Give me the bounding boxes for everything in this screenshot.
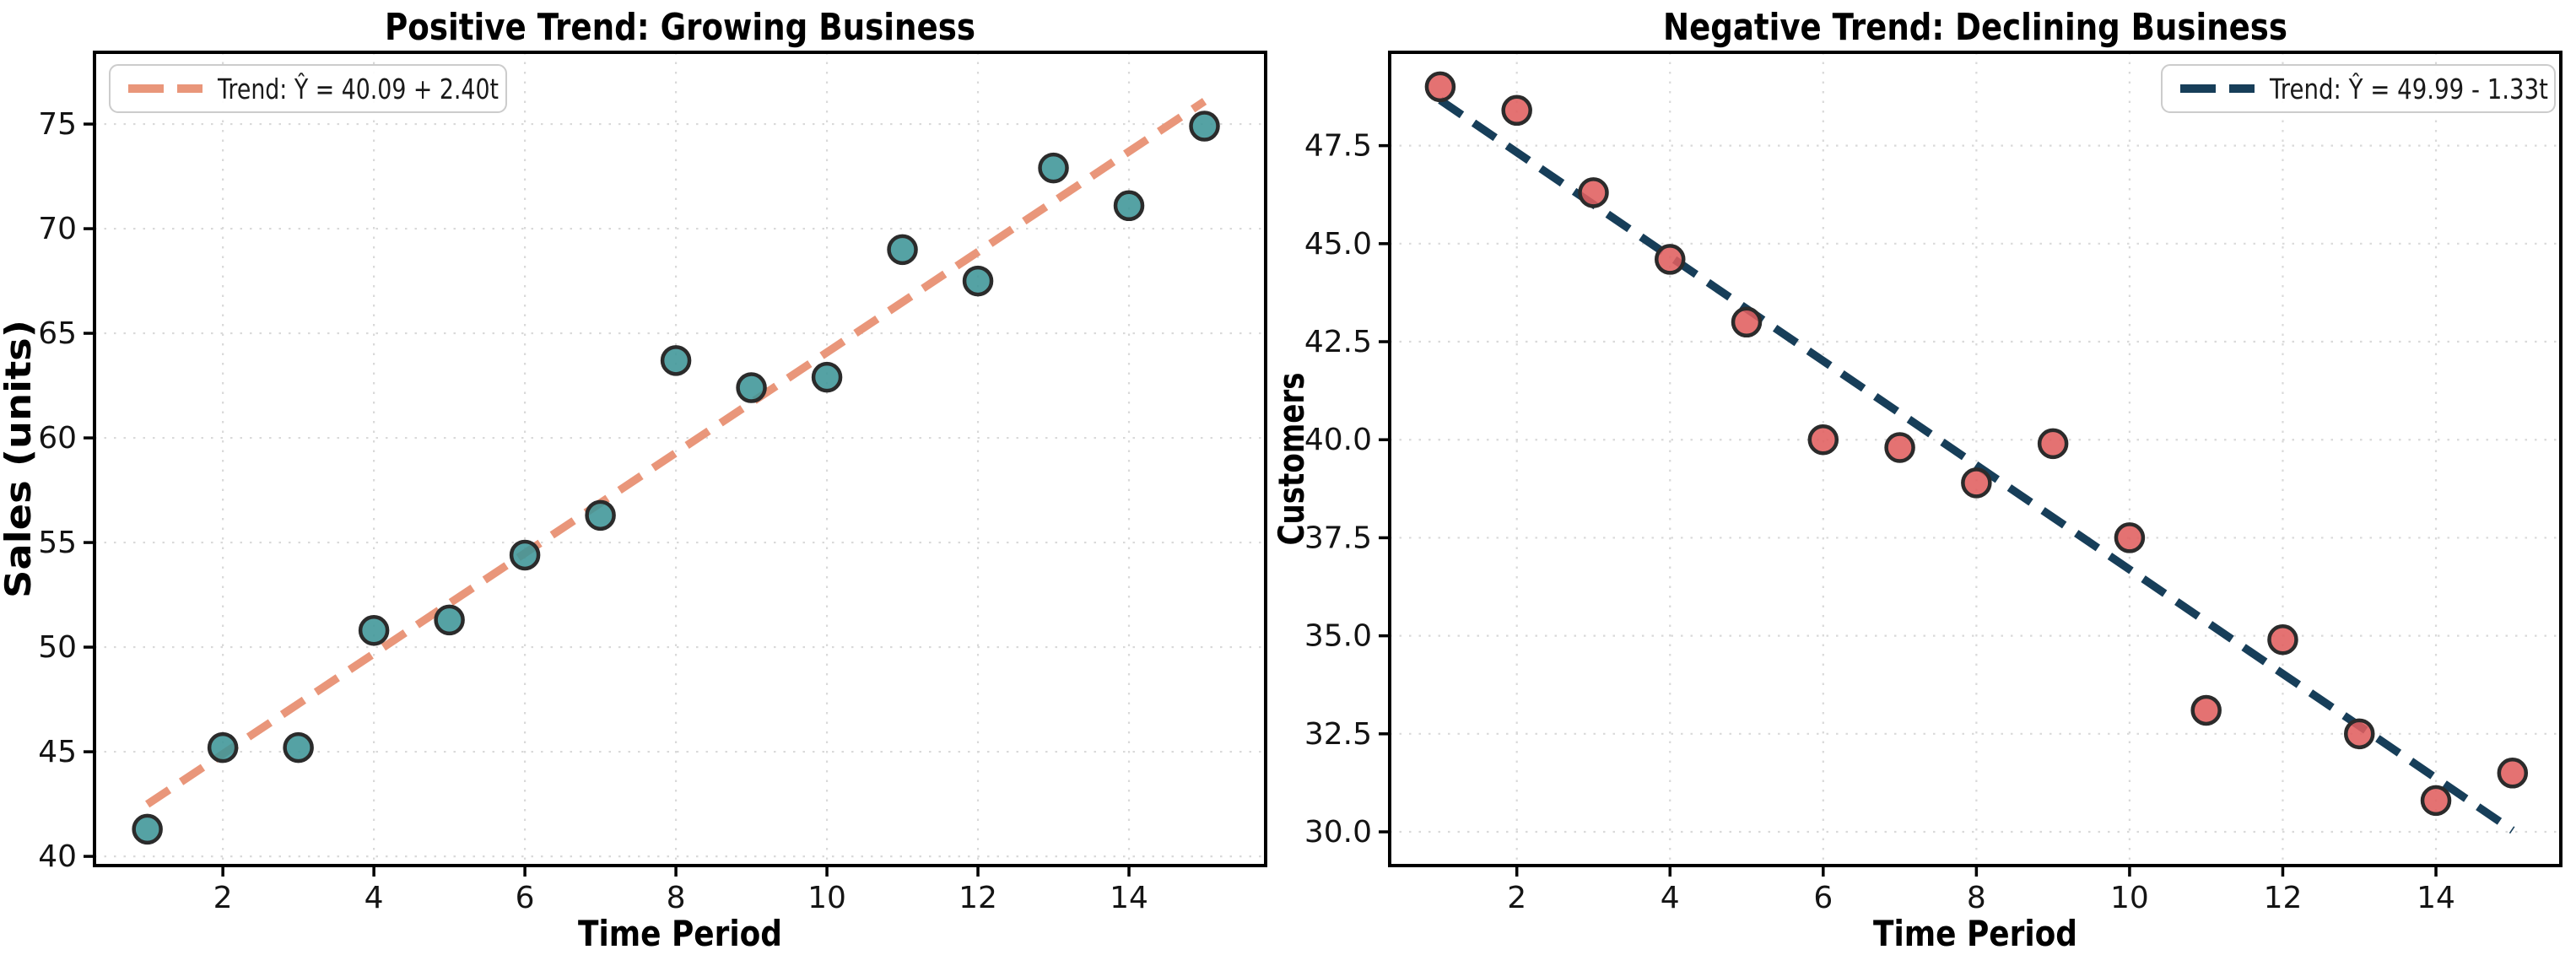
- scatter-point: [887, 234, 918, 266]
- x-tick-label: 14: [1110, 881, 1148, 915]
- y-tick-label: 32.5: [1304, 717, 1372, 752]
- x-tick-label: 6: [516, 881, 535, 915]
- scatter-point: [736, 372, 767, 403]
- x-tick-label: 8: [1967, 881, 1986, 915]
- right-y-axis-label: Customers: [1271, 373, 1312, 546]
- left-ylabel-group: Sales (units): [0, 320, 39, 598]
- left-y-axis-label: Sales (units): [0, 320, 39, 598]
- x-tick-label: 4: [1661, 881, 1680, 915]
- scatter-point: [2037, 428, 2069, 460]
- left-chart: 2 4 6 8 10 12 14 40 45 50 55 60 65 70 75 Positive Tren…: [0, 6, 1267, 954]
- right-x-axis-label: Time Period: [1873, 913, 2077, 954]
- y-tick-label: 50: [38, 630, 77, 665]
- right-title-group: Negative Trend: Declining Business: [1663, 6, 2287, 49]
- y-tick-label: 65: [38, 316, 77, 351]
- x-tick-label: 2: [213, 881, 233, 915]
- right-xlabel-group: Time Period: [1873, 913, 2077, 954]
- left-series: [132, 98, 1220, 845]
- scatter-point: [1961, 467, 1992, 499]
- y-tick-label: 60: [38, 421, 77, 456]
- y-tick-label: 30.0: [1304, 815, 1372, 850]
- y-tick-label: 75: [38, 107, 77, 142]
- x-tick-label: 4: [365, 881, 384, 915]
- scatter-point: [434, 604, 465, 636]
- right-chart-title: Negative Trend: Declining Business: [1663, 6, 2287, 49]
- scatter-point: [1884, 432, 1915, 463]
- scatter-point: [2114, 522, 2146, 553]
- scatter-point: [132, 813, 163, 845]
- x-tick-label: 10: [807, 881, 846, 915]
- right-legend-label: Trend: Ŷ = 49.99 - 1.33t: [2269, 72, 2548, 105]
- y-tick-label: 37.5: [1304, 521, 1372, 555]
- right-chart: 2 4 6 8 10 12 14 30.0 32.5 35.0 37.5 40.0 42.5 45.0 47…: [1271, 6, 2562, 954]
- y-tick-label: 40: [38, 839, 77, 874]
- scatter-point: [1807, 424, 1839, 456]
- left-xlabel-group: Time Period: [578, 913, 782, 954]
- scatter-point: [1189, 111, 1220, 142]
- y-tick-label: 47.5: [1304, 129, 1372, 164]
- scatter-point: [2420, 785, 2452, 817]
- scatter-point: [811, 361, 843, 393]
- x-tick-label: 14: [2417, 881, 2455, 915]
- right-series: [1424, 71, 2529, 834]
- scatter-point: [585, 499, 616, 531]
- x-tick-label: 12: [959, 881, 997, 915]
- right-ylabel-group: Customers: [1271, 373, 1312, 546]
- y-tick-label: 45: [38, 735, 77, 769]
- left-grid: [95, 52, 1266, 866]
- y-tick-label: 40.0: [1304, 423, 1372, 457]
- trend-line: [145, 98, 1207, 808]
- scatter-point: [1578, 177, 1609, 208]
- y-tick-label: 35.0: [1304, 619, 1372, 654]
- x-tick-label: 8: [667, 881, 686, 915]
- left-legend-box: [109, 64, 507, 113]
- scatter-point: [1113, 190, 1145, 222]
- scatter-point: [2344, 718, 2375, 750]
- scatter-point: [207, 731, 239, 763]
- trend-line: [1438, 96, 2515, 834]
- scatter-point: [509, 539, 541, 571]
- scatter-point: [1424, 71, 1456, 103]
- left-x-axis-label: Time Period: [578, 913, 782, 954]
- scatter-point: [1501, 94, 1532, 127]
- scatter-point: [2190, 694, 2222, 726]
- right-legend-box: [2161, 64, 2556, 113]
- scatter-point: [283, 731, 314, 763]
- scatter-point: [660, 345, 692, 376]
- right-axes: 2 4 6 8 10 12 14 30.0 32.5 35.0 37.5 40.0 42.5 45.0 47…: [1304, 51, 2562, 915]
- y-tick-label: 55: [38, 526, 77, 560]
- y-tick-label: 70: [38, 212, 77, 246]
- y-tick-label: 45.0: [1304, 227, 1372, 262]
- plot-border: [93, 51, 1267, 867]
- x-tick-label: 2: [1507, 881, 1526, 915]
- scatter-point: [2497, 758, 2529, 789]
- scatter-point: [1731, 306, 1763, 338]
- left-axes: 2 4 6 8 10 12 14 40 45 50 55 60 65 70 75: [38, 51, 1267, 915]
- scatter-point: [1038, 152, 1069, 184]
- left-legend-label: Trend: Ŷ = 40.09 + 2.40t: [217, 72, 499, 105]
- right-grid: [1390, 52, 2561, 866]
- right-legend: Trend: Ŷ = 49.99 - 1.33t: [2161, 64, 2556, 113]
- y-tick-label: 42.5: [1304, 325, 1372, 359]
- scatter-point: [2267, 624, 2298, 656]
- x-tick-label: 10: [2110, 881, 2149, 915]
- x-tick-label: 12: [2264, 881, 2303, 915]
- x-tick-label: 6: [1813, 881, 1833, 915]
- left-title-group: Positive Trend: Growing Business: [385, 6, 975, 49]
- scatter-point: [962, 265, 994, 297]
- left-chart-title: Positive Trend: Growing Business: [385, 6, 975, 49]
- left-legend: Trend: Ŷ = 40.09 + 2.40t: [109, 64, 507, 113]
- scatter-point: [1654, 244, 1686, 275]
- scatter-point: [358, 614, 390, 646]
